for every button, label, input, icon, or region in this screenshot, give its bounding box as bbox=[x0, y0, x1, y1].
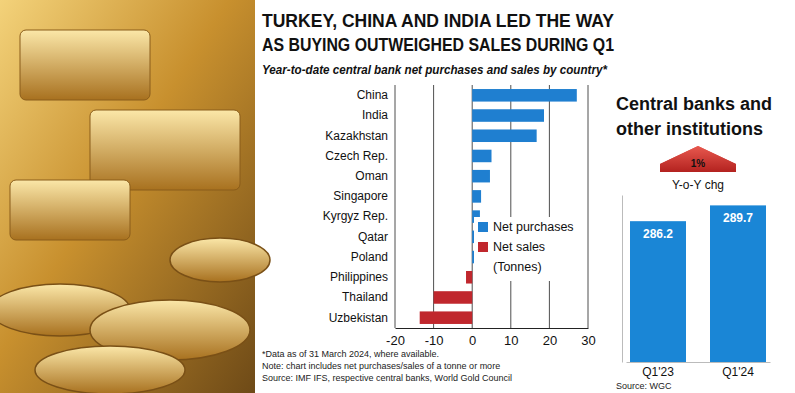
bar bbox=[472, 109, 544, 122]
grid-line bbox=[549, 85, 550, 328]
legend-background bbox=[474, 217, 586, 281]
data-label: 286.2 bbox=[643, 227, 673, 241]
title: AS BUYING OUTWEIGHED SALES DURING Q1 bbox=[262, 34, 614, 55]
note: Note: chart includes net purchases/sales… bbox=[262, 361, 500, 371]
bar bbox=[420, 311, 472, 324]
tick-label: Philippines bbox=[330, 270, 388, 284]
y-axis bbox=[622, 196, 623, 363]
axis-line bbox=[396, 328, 589, 329]
tick: Uzbekistan bbox=[329, 311, 390, 325]
tick: Singapore bbox=[333, 189, 390, 203]
tick-label: 10 bbox=[504, 333, 518, 348]
tick: Q1'23 bbox=[642, 362, 674, 379]
note: *Data as of 31 March 2024, where availab… bbox=[262, 349, 439, 359]
bars bbox=[420, 89, 577, 324]
annotation: 1% bbox=[691, 158, 706, 169]
gold-bar bbox=[10, 180, 130, 240]
title: TURKEY, CHINA AND INDIA LED THE WAY bbox=[262, 10, 614, 31]
data-label: 289.7 bbox=[723, 211, 753, 225]
tick-label: -20 bbox=[386, 333, 405, 348]
tick: -20 bbox=[386, 328, 405, 348]
source: Source: WGC bbox=[616, 381, 672, 391]
title: other institutions bbox=[616, 119, 763, 139]
photo bbox=[0, 0, 270, 393]
legend-swatch bbox=[478, 242, 488, 252]
tick-label: Uzbekistan bbox=[329, 311, 388, 325]
tick-label: Oman bbox=[355, 169, 388, 183]
arrow bbox=[660, 146, 736, 172]
legend-label: Net sales bbox=[493, 240, 545, 254]
arrow bbox=[660, 146, 736, 172]
tick: Oman bbox=[355, 169, 390, 183]
legend-swatch bbox=[478, 222, 488, 232]
tick: India bbox=[362, 108, 390, 122]
gold-bar bbox=[20, 30, 150, 100]
bar bbox=[710, 205, 766, 362]
tick: 30 bbox=[581, 328, 595, 348]
bar bbox=[472, 170, 490, 183]
tick-label: 0 bbox=[469, 333, 476, 348]
subtitle: Year-to-date central bank net purchases … bbox=[262, 63, 608, 77]
title: Central banks and bbox=[616, 94, 772, 114]
bar bbox=[630, 221, 686, 362]
tick: 10 bbox=[504, 328, 518, 348]
tick: Philippines bbox=[330, 270, 390, 284]
bar bbox=[472, 89, 577, 102]
grid-line bbox=[588, 85, 589, 328]
tick: 0 bbox=[469, 328, 476, 348]
tick-label: Qatar bbox=[358, 230, 388, 244]
tick: 20 bbox=[543, 328, 557, 348]
tick-label: 30 bbox=[581, 333, 595, 348]
tick: Qatar bbox=[358, 230, 390, 244]
tick-label: Thailand bbox=[342, 290, 388, 304]
grid bbox=[395, 85, 588, 328]
bar bbox=[466, 271, 472, 284]
tick-label: Poland bbox=[351, 250, 388, 264]
tick-label: India bbox=[362, 108, 388, 122]
tick: Poland bbox=[351, 250, 390, 264]
tick: Thailand bbox=[342, 290, 390, 304]
tick: Czech Rep. bbox=[325, 149, 390, 163]
gold-coin bbox=[170, 238, 270, 282]
gold-coin bbox=[35, 346, 185, 393]
tick: China bbox=[357, 88, 390, 102]
tick-label: Singapore bbox=[333, 189, 388, 203]
tick-label: China bbox=[357, 88, 389, 102]
tick-label: Q1'24 bbox=[722, 365, 754, 379]
chart-root: TURKEY, CHINA AND INDIA LED THE WAY AS BU… bbox=[0, 0, 795, 393]
tick-label: 20 bbox=[543, 333, 557, 348]
bar bbox=[472, 150, 491, 163]
tick-label: Czech Rep. bbox=[325, 149, 388, 163]
axis-line bbox=[627, 362, 771, 363]
tick: -10 bbox=[425, 328, 444, 348]
annotation: Y-o-Y chg bbox=[672, 178, 724, 192]
tick-label: Kazakhstan bbox=[325, 129, 388, 143]
bar bbox=[434, 291, 473, 304]
annotation: (Tonnes) bbox=[493, 260, 542, 274]
tick-label: -10 bbox=[425, 333, 444, 348]
bar bbox=[472, 129, 536, 142]
axis-line bbox=[622, 196, 623, 363]
x-axis: Q1'23 Q1'24 bbox=[627, 362, 771, 379]
bars bbox=[630, 205, 766, 362]
bar bbox=[472, 190, 481, 203]
x-axis: -20 -10 0 10 20 30 bbox=[386, 328, 596, 348]
legend-label: Net purchases bbox=[493, 220, 574, 234]
tick: Q1'24 bbox=[722, 362, 754, 379]
gold-bar bbox=[90, 110, 240, 190]
y-axis: China India Kazakhstan Czech Rep. Oman Singap… bbox=[323, 88, 390, 324]
tick-label: Q1'23 bbox=[642, 365, 674, 379]
tick-label: Kyrgyz Rep. bbox=[323, 209, 388, 223]
tick: Kyrgyz Rep. bbox=[323, 209, 390, 223]
tick: Kazakhstan bbox=[325, 129, 390, 143]
source: Source: IMF IFS, respective central bank… bbox=[262, 373, 512, 383]
legend: Net purchases Net sales (Tonnes) bbox=[474, 217, 586, 281]
grid-line bbox=[395, 85, 396, 328]
